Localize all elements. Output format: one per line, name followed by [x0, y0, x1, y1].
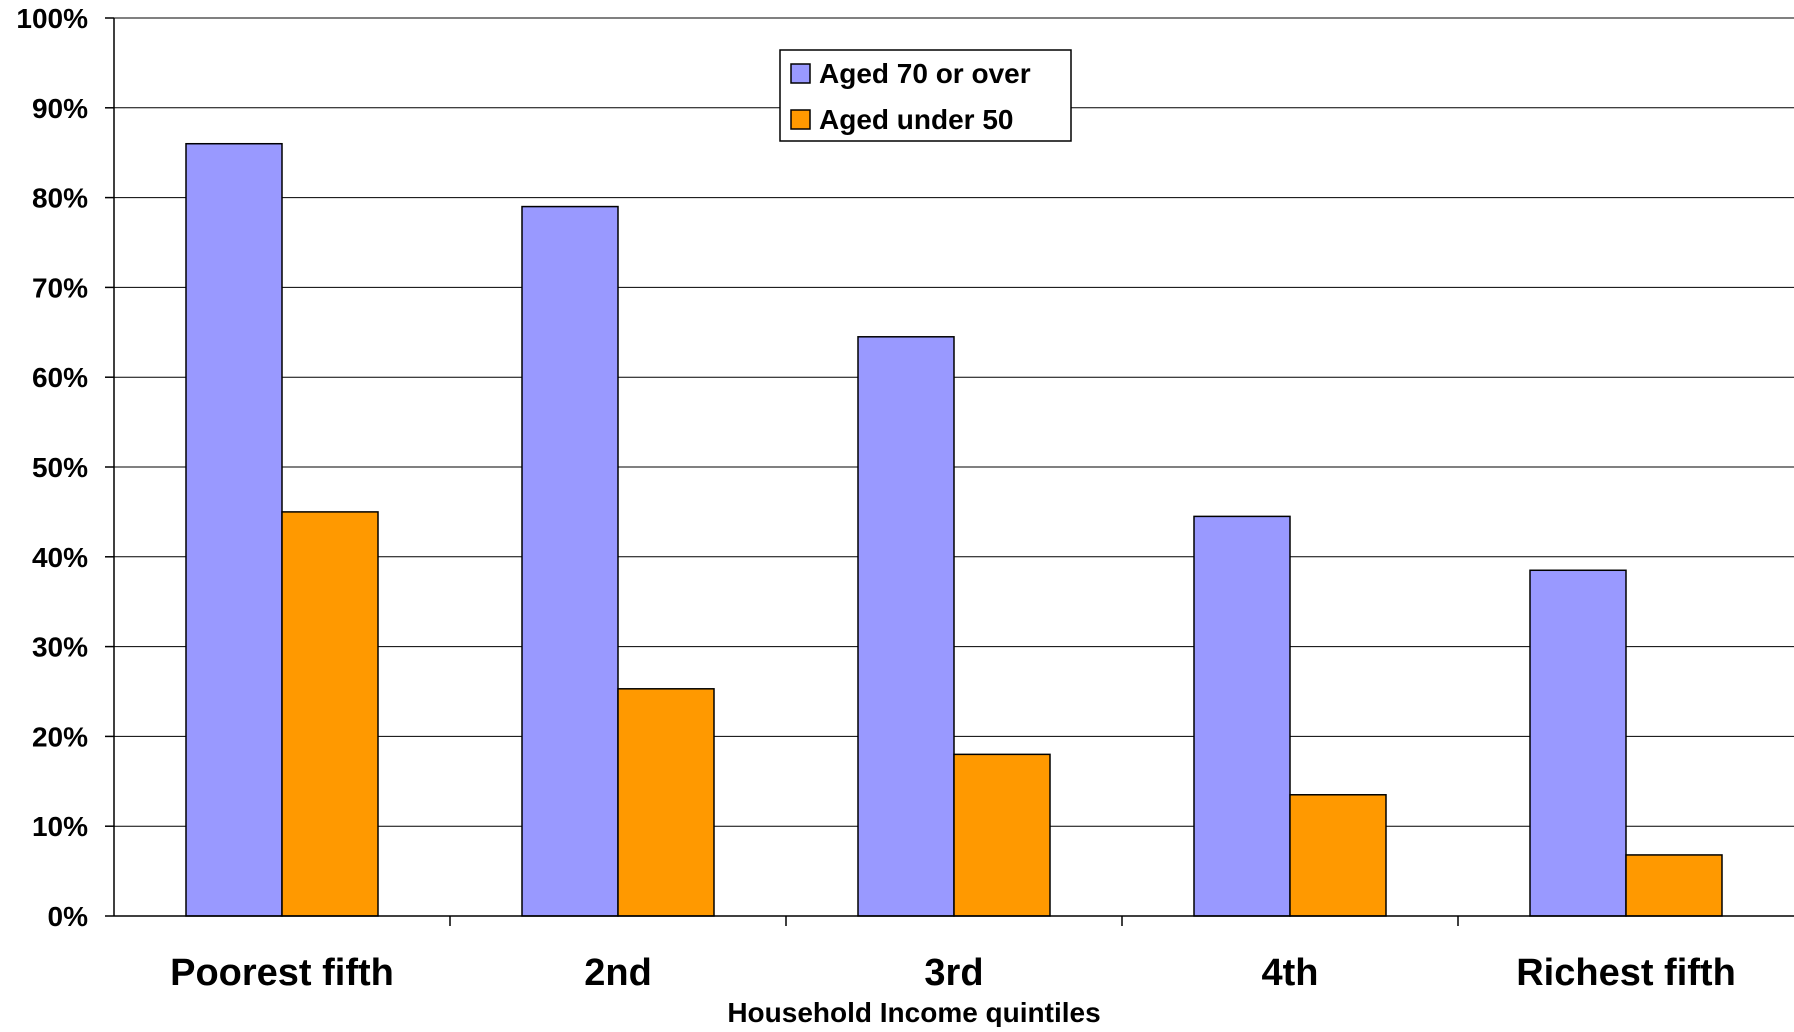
- x-tick-label: Poorest fifth: [170, 952, 394, 994]
- bar-aged-under-50-0: [281, 511, 379, 917]
- y-tick-label: 40%: [32, 542, 88, 573]
- y-tick-label: 10%: [32, 811, 88, 842]
- y-tick-label: 90%: [32, 93, 88, 124]
- legend: Aged 70 or over Aged under 50: [779, 49, 1072, 142]
- legend-label-aged-under-50: Aged under 50: [819, 104, 1013, 135]
- x-tick-label: Richest fifth: [1516, 952, 1736, 994]
- bar-aged-under-50-2: [953, 753, 1051, 917]
- y-tick-label: 30%: [32, 632, 88, 663]
- x-tick-label: 2nd: [584, 952, 652, 994]
- bar-aged-under-50-3: [1289, 794, 1387, 917]
- y-tick-label: 80%: [32, 183, 88, 214]
- y-tick-label: 0%: [48, 901, 89, 932]
- legend-box: [779, 49, 1072, 142]
- legend-label-aged-70-or-over: Aged 70 or over: [819, 58, 1031, 89]
- bar-aged-under-50-4: [1625, 854, 1723, 917]
- x-tick-label: 3rd: [924, 952, 983, 994]
- bar-aged-70-or-over-1: [521, 205, 619, 917]
- y-tick-label: 70%: [32, 272, 88, 303]
- y-tick-label: 100%: [16, 3, 88, 34]
- bar-aged-70-or-over-2: [857, 336, 955, 917]
- legend-swatch-aged-70-or-over: [790, 63, 811, 84]
- bar-aged-70-or-over-3: [1193, 515, 1291, 917]
- bar-aged-70-or-over-0: [185, 142, 283, 917]
- y-tick-label: 50%: [32, 452, 88, 483]
- y-tick-label: 20%: [32, 721, 88, 752]
- legend-swatch-aged-under-50: [790, 109, 811, 130]
- axis-labels: 0% 10% 20% 30% 40% 50% 60% 70% 80% 90% 100% Poorest…: [16, 3, 1735, 994]
- bars: [185, 142, 1723, 917]
- x-axis-title: Household Income quintiles: [727, 997, 1100, 1027]
- bar-aged-under-50-1: [617, 688, 715, 917]
- y-tick-label: 60%: [32, 362, 88, 393]
- bar-aged-70-or-over-4: [1529, 569, 1627, 917]
- x-tick-label: 4th: [1262, 952, 1319, 994]
- axes: [105, 17, 1794, 926]
